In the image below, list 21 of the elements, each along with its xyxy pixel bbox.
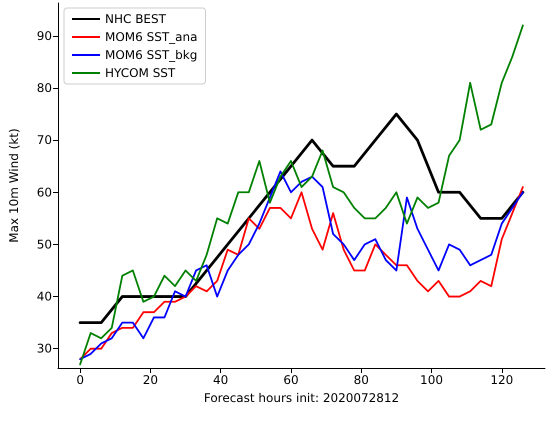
legend-label: NHC BEST (105, 12, 167, 26)
x-tick-label: 100 (420, 373, 443, 387)
x-tick-label: 80 (354, 373, 369, 387)
legend-label: HYCOM SST (105, 66, 176, 80)
x-tick-label: 60 (283, 373, 299, 387)
y-tick-label: 70 (36, 133, 52, 148)
line-series (79, 24, 524, 366)
legend-label: MOM6 SST_ana (105, 30, 198, 44)
y-tick-label: 40 (36, 290, 52, 304)
y-tick-label: 50 (36, 237, 52, 252)
y-tick-label: 80 (36, 80, 52, 95)
y-axis-title: Max 10m Wind (kt) (7, 128, 21, 243)
y-tick-label: 30 (36, 342, 52, 356)
y-tick-label: 60 (36, 185, 52, 200)
legend-label: MOM6 SST_bkg (105, 48, 198, 62)
x-tick-label: 40 (213, 373, 228, 387)
y-tick-label: 90 (36, 28, 52, 43)
x-tick-label: 0 (76, 373, 84, 387)
x-axis-title: Forecast hours init: 2020072812 (204, 391, 400, 405)
x-tick-label: 20 (142, 373, 158, 387)
x-tick-label: 120 (490, 373, 514, 387)
